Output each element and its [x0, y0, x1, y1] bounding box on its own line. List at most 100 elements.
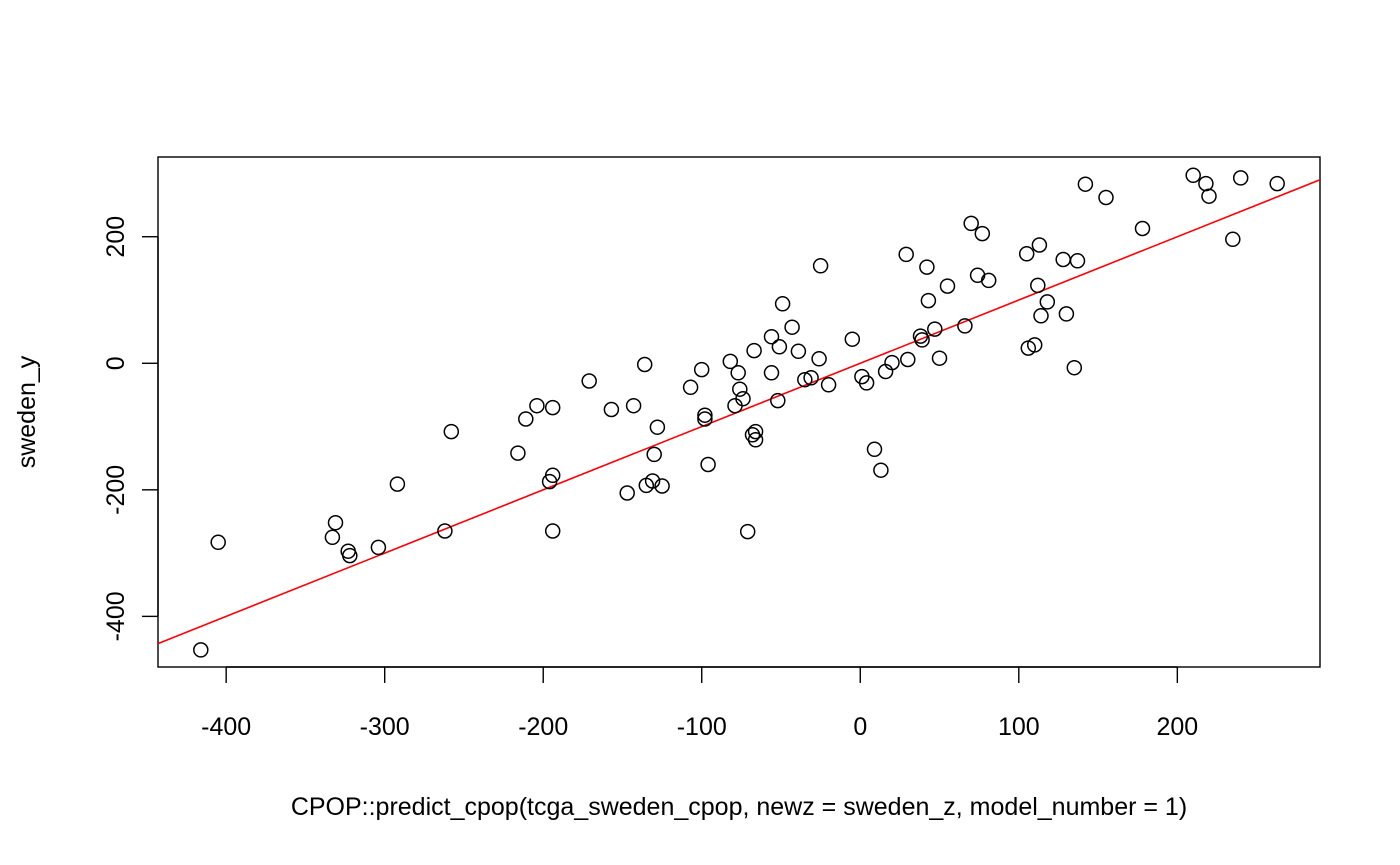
data-point-80: [1033, 308, 1049, 324]
y-tick-label: 0: [102, 356, 130, 370]
data-point-70: [957, 318, 973, 334]
data-point-3: [327, 514, 344, 531]
data-point-0: [193, 642, 209, 658]
x-tick-label: -300: [360, 713, 410, 741]
data-point-89: [1185, 167, 1201, 184]
data-point-81: [1039, 294, 1056, 310]
data-point-72: [969, 267, 986, 284]
data-point-35: [732, 381, 748, 397]
data-point-5: [342, 547, 358, 564]
data-point-41: [747, 432, 764, 448]
data-point-64: [914, 332, 930, 348]
data-point-24: [646, 446, 662, 463]
data-point-47: [784, 319, 800, 335]
x-tick-label: 200: [1156, 713, 1198, 741]
data-point-83: [1058, 306, 1075, 322]
data-point-10: [510, 445, 526, 461]
data-point-51: [811, 351, 827, 367]
data-point-85: [1069, 253, 1086, 269]
data-point-16: [544, 523, 561, 539]
data-point-20: [625, 397, 642, 414]
data-point-9: [443, 423, 460, 440]
data-point-11: [518, 411, 534, 427]
data-point-65: [919, 259, 935, 275]
data-point-25: [649, 419, 666, 435]
data-point-77: [1026, 337, 1043, 353]
data-point-1: [210, 534, 226, 551]
data-point-12: [529, 397, 545, 414]
data-point-61: [898, 246, 914, 263]
data-point-39: [746, 342, 762, 359]
data-point-8: [437, 523, 453, 539]
data-point-91: [1201, 188, 1217, 204]
data-point-32: [722, 353, 739, 370]
data-point-92: [1225, 231, 1241, 248]
data-point-42: [763, 365, 780, 381]
data-point-75: [1018, 246, 1035, 262]
data-point-27: [682, 379, 699, 396]
data-point-71: [963, 215, 979, 232]
data-point-86: [1077, 176, 1094, 192]
x-tick-label: 100: [998, 713, 1040, 741]
x-tick-label: 0: [853, 713, 867, 741]
data-point-57: [866, 441, 883, 458]
data-point-15: [544, 467, 561, 484]
data-point-58: [873, 462, 889, 478]
data-point-69: [939, 278, 956, 294]
data-point-37: [739, 523, 756, 540]
data-point-38: [744, 427, 761, 443]
y-axis: -400 -200 0 200: [102, 216, 159, 641]
data-point-29: [697, 407, 713, 423]
data-point-73: [974, 225, 991, 242]
data-point-48: [790, 343, 807, 360]
data-point-21: [636, 356, 653, 373]
y-tick-label: -400: [102, 591, 130, 641]
x-tick-label: -200: [518, 713, 568, 741]
data-point-53: [820, 377, 837, 393]
y-tick-label: 200: [102, 216, 130, 258]
data-point-78: [1030, 277, 1046, 294]
data-point-49: [797, 371, 813, 388]
data-point-14: [544, 399, 561, 416]
data-point-36: [735, 390, 751, 407]
x-axis-label: CPOP::predict_cpop(tcga_sweden_cpop, new…: [291, 793, 1187, 821]
data-point-31: [700, 456, 716, 473]
data-point-67: [927, 321, 943, 337]
data-point-93: [1232, 170, 1249, 186]
data-point-79: [1031, 237, 1048, 253]
data-points: [193, 167, 1285, 658]
data-point-40: [747, 423, 764, 440]
data-point-68: [931, 350, 948, 366]
data-point-56: [858, 375, 875, 391]
data-point-7: [389, 476, 406, 492]
data-point-54: [844, 331, 861, 347]
data-point-19: [619, 485, 635, 501]
data-point-18: [603, 401, 620, 418]
data-point-34: [730, 365, 746, 381]
data-point-17: [581, 373, 597, 389]
y-axis-label: sweden_y: [13, 355, 41, 468]
data-point-52: [812, 258, 829, 274]
data-point-60: [884, 354, 900, 371]
data-point-2: [324, 529, 341, 546]
data-point-30: [697, 411, 713, 427]
data-point-43: [763, 328, 780, 345]
x-tick-label: -100: [677, 713, 727, 741]
data-point-28: [693, 361, 710, 378]
data-point-84: [1066, 359, 1083, 376]
data-point-74: [980, 272, 997, 289]
data-point-66: [920, 292, 937, 309]
x-tick-label: -400: [201, 713, 251, 741]
x-axis: -400 -300 -200 -100 0 100 200: [201, 666, 1198, 741]
data-point-94: [1269, 175, 1285, 192]
data-point-26: [654, 478, 670, 494]
data-point-87: [1098, 189, 1114, 206]
data-point-62: [900, 351, 916, 368]
y-tick-label: -200: [102, 465, 130, 515]
data-point-82: [1055, 251, 1071, 268]
data-point-90: [1198, 175, 1214, 192]
data-point-88: [1134, 220, 1151, 237]
data-point-46: [774, 296, 791, 312]
data-point-45: [771, 339, 788, 355]
